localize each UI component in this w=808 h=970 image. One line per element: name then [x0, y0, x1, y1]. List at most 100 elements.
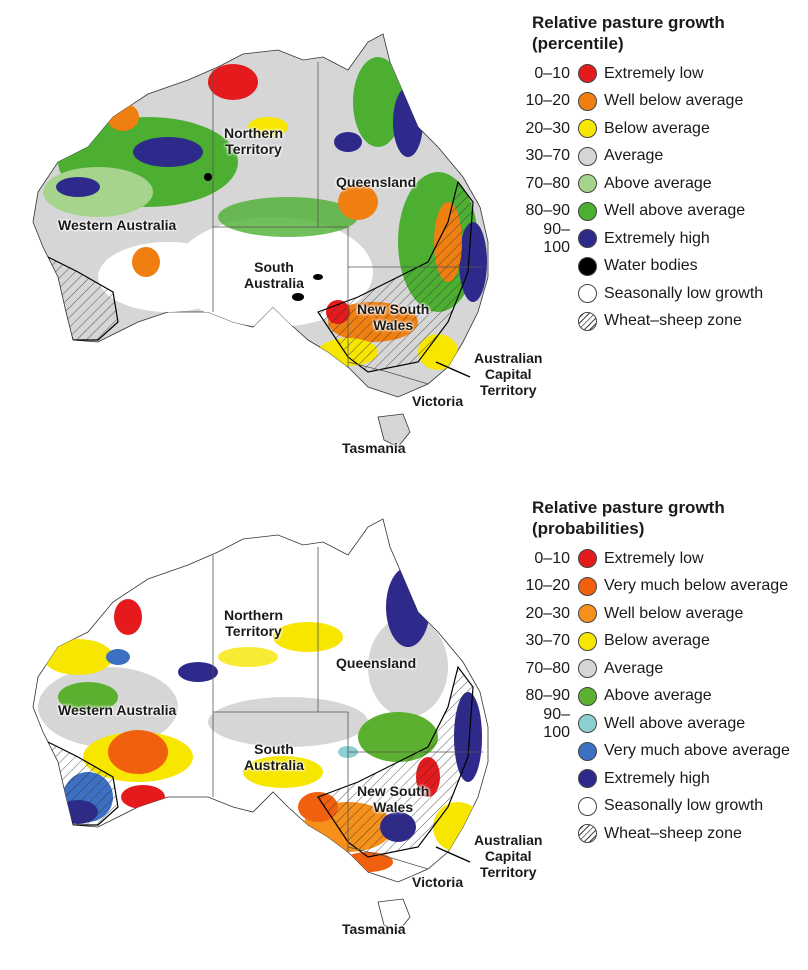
label-new-south-wales: New South Wales: [357, 301, 429, 333]
legend-item: 0–10 Extremely low: [520, 60, 808, 88]
state-borders: [212, 547, 483, 870]
legend-swatch: [578, 714, 597, 734]
legend-rows: 0–10 Extremely low 10–20 Very much below av…: [520, 545, 808, 848]
legend-swatch: [578, 64, 597, 84]
legend-label: Very much below average: [604, 577, 789, 595]
legend-swatch: [578, 549, 597, 569]
australia-probabilities-map: [32, 518, 489, 933]
legend-item: Wheat–sheep zone: [520, 308, 808, 336]
legend-item: Wheat–sheep zone: [520, 820, 808, 848]
legend-item: Very much above average: [520, 738, 808, 766]
label-northern-territory: Northern Territory: [224, 125, 283, 157]
legend-swatch: [578, 631, 597, 651]
legend-title-line1: Relative pasture growth: [532, 13, 725, 32]
legend: Relative pasture growth (probabilities) …: [520, 497, 808, 848]
label-nt-line1: Northern: [224, 607, 284, 623]
legend-swatch: [578, 576, 597, 596]
legend-swatch: [578, 256, 597, 276]
label-queensland: Queensland: [336, 174, 417, 190]
legend-title: Relative pasture growth (probabilities): [532, 497, 808, 539]
state-borders: [212, 62, 483, 385]
legend-title: Relative pasture growth (percentile): [532, 12, 808, 54]
label-act-line3: Territory: [479, 382, 537, 398]
label-south-australia: South Australia: [244, 259, 304, 291]
legend-label: Extremely low: [604, 64, 704, 82]
legend-label: Extremely high: [604, 229, 710, 247]
legend-range: 10–20: [525, 577, 571, 595]
legend-label: Well above average: [604, 714, 746, 732]
legend-range: 30–70: [525, 147, 571, 165]
legend-item: Extremely high: [520, 765, 808, 793]
legend-label: Seasonally low growth: [604, 797, 764, 815]
legend-item: 70–80 Average: [520, 655, 808, 683]
label-nsw-line2: Wales: [373, 799, 414, 815]
legend-title-line2: (probabilities): [532, 519, 645, 538]
legend-swatch: [578, 824, 597, 844]
legend-item: 80–90 Well above average: [520, 198, 808, 226]
legend-item: 70–80 Above average: [520, 170, 808, 198]
legend-label: Extremely high: [604, 769, 710, 787]
legend-swatch: [578, 229, 597, 249]
label-tasmania: Tasmania: [342, 921, 406, 937]
legend-swatch: [578, 604, 597, 624]
legend-item: 90–100 Extremely high: [520, 221, 808, 256]
legend-label: Well below average: [604, 604, 744, 622]
legend-item: Seasonally low growth: [520, 793, 808, 821]
legend-item: 0–10 Extremely low: [520, 545, 808, 573]
legend-item: Water bodies: [520, 253, 808, 281]
label-nsw-line1: New South: [357, 783, 430, 799]
label-nsw-line2: Wales: [373, 317, 414, 333]
label-act-line2: Capital: [484, 848, 532, 864]
legend-item: 30–70 Average: [520, 143, 808, 171]
legend-label: Seasonally low growth: [604, 284, 764, 302]
label-act: Australian Capital Territory: [474, 350, 542, 398]
legend-range: 80–90: [525, 687, 571, 705]
label-act: Australian Capital Territory: [474, 832, 542, 880]
label-nt-line2: Territory: [225, 141, 282, 157]
label-act-line1: Australian: [474, 350, 543, 366]
legend-label: Average: [604, 659, 664, 677]
legend-range: 80–90: [525, 202, 571, 220]
label-sa-line1: South: [254, 259, 294, 275]
legend-swatch: [578, 741, 597, 761]
label-nt-line2: Territory: [225, 623, 282, 639]
tasmania-shape: [377, 898, 411, 933]
tasmania-shape: [377, 413, 411, 448]
legend-item: 90–100 Well above average: [520, 706, 808, 741]
label-tasmania: Tasmania: [342, 440, 406, 456]
label-western-australia: Western Australia: [58, 702, 177, 718]
legend-range: 90–100: [543, 220, 570, 256]
legend-range: 0–10: [534, 64, 570, 82]
legend-swatch: [578, 686, 597, 706]
label-sa-line2: Australia: [244, 275, 304, 291]
label-queensland: Queensland: [336, 655, 417, 671]
act-leader-line: [435, 361, 471, 378]
legend-label: Extremely low: [604, 549, 704, 567]
legend-range: 0–10: [534, 549, 570, 567]
legend-label: Below average: [604, 119, 710, 137]
legend-swatch: [578, 174, 597, 194]
legend-label: Above average: [604, 687, 712, 705]
legend-range: 70–80: [525, 174, 571, 192]
percentile-map-panel: Western Australia Northern Territory Que…: [32, 12, 808, 456]
label-new-south-wales: New South Wales: [357, 783, 429, 815]
legend-swatch: [578, 284, 597, 304]
legend-swatch: [578, 201, 597, 221]
legend-swatch: [578, 91, 597, 111]
legend-label: Wheat–sheep zone: [604, 312, 742, 330]
legend-item: 20–30 Below average: [520, 115, 808, 143]
legend-label: Well below average: [604, 92, 744, 110]
probabilities-map-panel: Western Australia Northern Territory Que…: [0, 485, 808, 970]
legend-swatch: [578, 146, 597, 166]
legend: Relative pasture growth (percentile) 0–1…: [520, 12, 808, 335]
legend-range: 70–80: [525, 659, 571, 677]
legend-swatch: [578, 769, 597, 789]
legend-range: 20–30: [525, 604, 571, 622]
legend-label: Wheat–sheep zone: [604, 824, 742, 842]
label-sa-line2: Australia: [244, 757, 304, 773]
legend-range: 20–30: [525, 119, 571, 137]
legend-label: Above average: [604, 174, 712, 192]
legend-item: Seasonally low growth: [520, 280, 808, 308]
label-northern-territory: Northern Territory: [224, 607, 283, 639]
legend-range: 30–70: [525, 632, 571, 650]
